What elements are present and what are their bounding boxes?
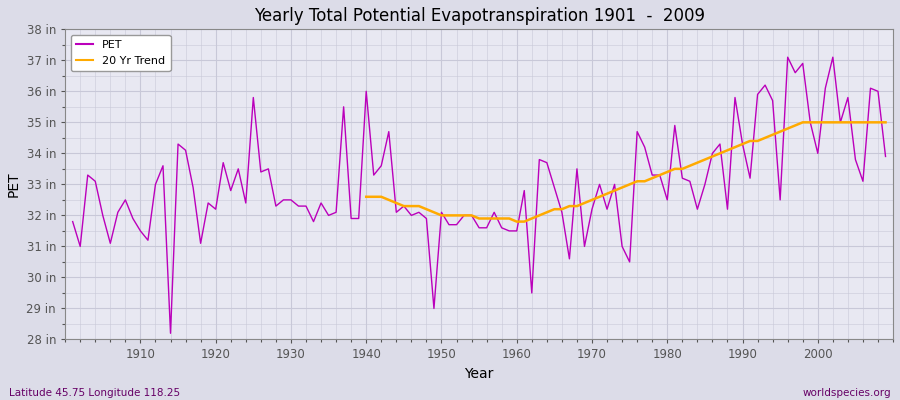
Text: Latitude 45.75 Longitude 118.25: Latitude 45.75 Longitude 118.25	[9, 388, 180, 398]
X-axis label: Year: Year	[464, 367, 494, 381]
Legend: PET, 20 Yr Trend: PET, 20 Yr Trend	[71, 35, 170, 72]
Y-axis label: PET: PET	[7, 172, 21, 197]
Title: Yearly Total Potential Evapotranspiration 1901  -  2009: Yearly Total Potential Evapotranspiratio…	[254, 7, 705, 25]
Text: worldspecies.org: worldspecies.org	[803, 388, 891, 398]
